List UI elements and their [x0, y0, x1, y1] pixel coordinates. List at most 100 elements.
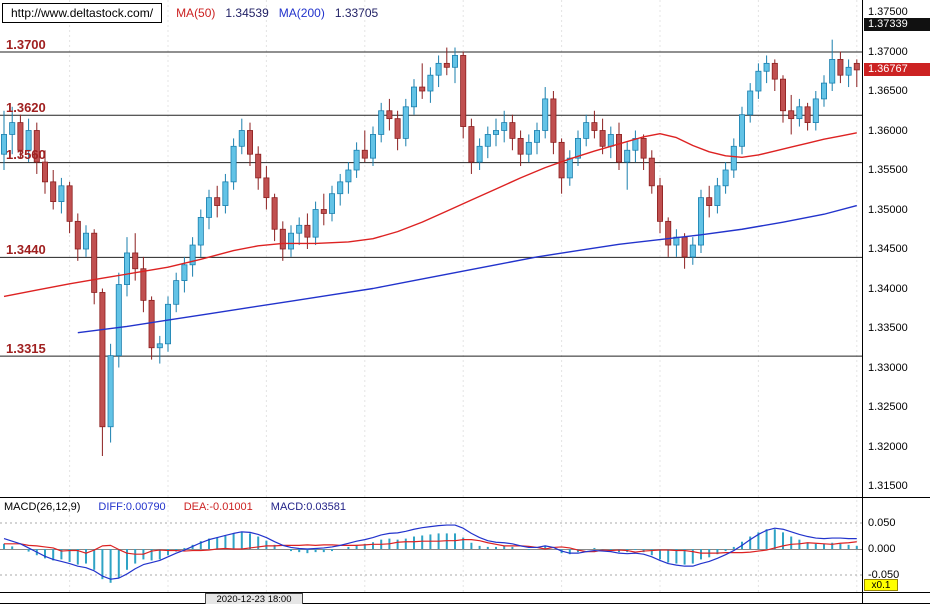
candle: [50, 181, 57, 203]
candle: [739, 114, 746, 147]
candle: [534, 130, 541, 143]
candle: [246, 130, 253, 155]
candle: [525, 141, 532, 155]
candle: [263, 177, 270, 199]
candle: [115, 284, 122, 357]
candle: [312, 209, 319, 238]
candle: [476, 145, 483, 163]
candle: [369, 134, 376, 159]
macd-dea-line: [4, 539, 857, 555]
candle: [271, 197, 278, 230]
candle: [328, 193, 335, 214]
candle: [33, 130, 40, 163]
candle: [58, 185, 65, 203]
candle: [558, 141, 565, 179]
candle: [353, 149, 360, 171]
candle: [460, 55, 467, 127]
candle: [599, 130, 606, 147]
candle: [214, 197, 221, 206]
candle: [837, 59, 844, 76]
candle: [42, 161, 49, 183]
candle: [575, 137, 582, 159]
candle: [304, 224, 311, 238]
candle: [230, 145, 237, 183]
candle: [197, 216, 204, 246]
candle: [66, 185, 73, 222]
candle: [17, 122, 24, 151]
candle: [755, 70, 762, 92]
candle: [394, 118, 401, 139]
candle: [509, 122, 516, 139]
ma50-line: [3, 132, 857, 298]
candle: [443, 62, 450, 68]
candle: [550, 98, 557, 143]
candle: [821, 82, 828, 100]
candle: [205, 197, 212, 218]
candle: [722, 169, 729, 187]
candle: [468, 126, 475, 163]
candle: [25, 130, 32, 151]
candle: [181, 264, 188, 281]
candle: [706, 197, 713, 206]
candle: [99, 292, 106, 428]
candle: [74, 220, 81, 250]
candle: [542, 98, 549, 131]
candle: [124, 252, 131, 285]
candle: [255, 153, 262, 179]
candle: [492, 130, 499, 135]
candle: [845, 66, 852, 76]
candle: [624, 149, 631, 163]
candle: [164, 303, 171, 345]
candle: [747, 90, 754, 116]
candle: [681, 236, 688, 258]
candle: [173, 280, 180, 305]
candle: [640, 137, 647, 159]
candle: [648, 157, 655, 187]
candle: [804, 106, 811, 124]
candle: [591, 122, 598, 131]
candle: [427, 74, 434, 92]
candle: [378, 110, 385, 135]
candle: [517, 137, 524, 155]
candle: [501, 122, 508, 131]
candle: [91, 232, 98, 293]
candle: [853, 62, 860, 71]
candle: [616, 134, 623, 163]
candle: [689, 244, 696, 258]
candle: [698, 197, 705, 246]
candle: [140, 268, 147, 301]
candle: [607, 134, 614, 147]
candle: [410, 86, 417, 108]
candle: [9, 122, 16, 135]
candle: [107, 355, 114, 428]
candle: [0, 134, 7, 155]
candle: [402, 106, 409, 139]
candle: [222, 181, 229, 206]
candle: [665, 220, 672, 246]
candle: [829, 59, 836, 84]
candle: [386, 110, 393, 120]
candle: [156, 343, 163, 349]
candle: [238, 130, 245, 147]
candle: [419, 86, 426, 92]
candle: [83, 232, 90, 250]
candle: [714, 185, 721, 206]
candle: [812, 98, 819, 124]
candle: [148, 299, 155, 349]
candle: [796, 106, 803, 120]
candle: [361, 149, 368, 159]
candle: [484, 134, 491, 147]
candle: [730, 145, 737, 171]
candle: [189, 244, 196, 266]
candle: [566, 157, 573, 179]
candle: [132, 252, 139, 270]
candle: [337, 181, 344, 195]
candle: [788, 110, 795, 120]
candle: [279, 228, 286, 250]
macd-diff-line: [3, 524, 857, 580]
candle: [345, 169, 352, 183]
candle: [780, 78, 787, 112]
candle: [771, 62, 778, 80]
